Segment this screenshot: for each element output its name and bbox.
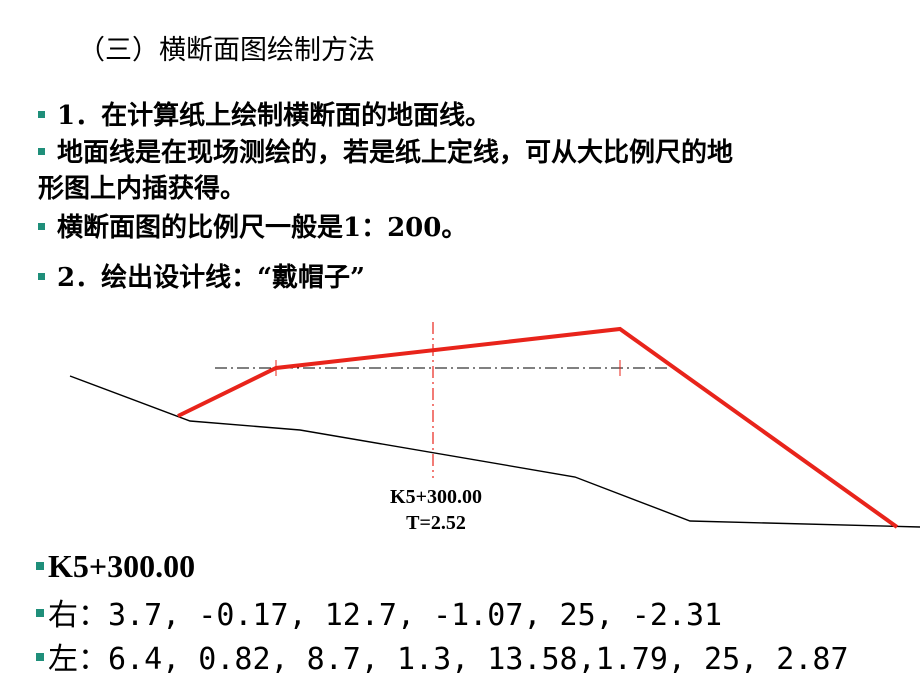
point-4-text: 2．绘出设计线：“戴帽子” <box>57 263 366 293</box>
point-4: 2．绘出设计线：“戴帽子” <box>38 260 365 296</box>
right-values: ：3.7, -0.17, 12.7, -1.07, 25, -2.31 <box>78 598 723 633</box>
ground-line <box>69 375 920 528</box>
design-line <box>177 326 899 529</box>
right-label: 右 <box>48 598 78 633</box>
point-2-continued: 形图上内插获得。 <box>38 171 246 207</box>
right-offsets: 右：3.7, -0.17, 12.7, -1.07, 25, -2.31 <box>36 590 722 634</box>
section-station-text: K5+300.00 <box>48 548 196 584</box>
bullet-icon <box>36 652 44 661</box>
point-3-text: 横断面图的比例尺一般是1：200。 <box>57 213 468 243</box>
point-2-continued-text: 形图上内插获得。 <box>38 174 247 204</box>
bullet-icon <box>36 608 44 617</box>
left-values: ：6.4, 0.82, 8.7, 1.3, 13.58,1.79, 25, 2.… <box>78 642 849 677</box>
point-1: 1．在计算纸上绘制横断面的地面线。 <box>38 98 491 134</box>
t-label: T=2.52 <box>406 512 466 534</box>
station-label: K5+300.00 <box>390 486 482 508</box>
point-1-text: 1．在计算纸上绘制横断面的地面线。 <box>57 101 492 131</box>
bullet-icon <box>38 272 45 280</box>
section-heading: （三）横断面图绘制方法 <box>78 35 375 66</box>
bullet-icon <box>36 561 44 570</box>
bullet-icon <box>38 222 45 230</box>
point-3: 横断面图的比例尺一般是1：200。 <box>38 210 467 246</box>
left-label: 左 <box>48 642 78 677</box>
section-station: K5+300.00 <box>36 548 195 585</box>
point-2: 地面线是在现场测绘的，若是纸上定线，可从大比例尺的地 <box>38 135 733 171</box>
left-offsets: 左：6.4, 0.82, 8.7, 1.3, 13.58,1.79, 25, 2… <box>36 634 849 678</box>
point-2-text: 地面线是在现场测绘的，若是纸上定线，可从大比例尺的地 <box>57 138 734 168</box>
bullet-icon <box>38 110 45 118</box>
bullet-icon <box>38 147 45 155</box>
